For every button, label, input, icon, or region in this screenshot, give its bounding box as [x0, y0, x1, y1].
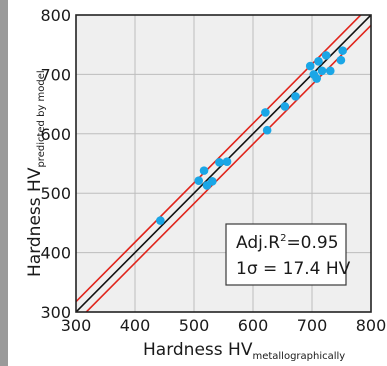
data-point-5: [215, 158, 224, 167]
stats-box: Adj.R2=0.95 1σ = 17.4 HV: [225, 223, 351, 286]
data-point-4: [207, 177, 217, 186]
data-point-0: [156, 216, 165, 225]
y-tick-label-4: 700: [40, 65, 71, 84]
stats-r2-prefix: Adj.R: [236, 233, 280, 253]
data-point-1: [194, 176, 204, 186]
data-point-11: [305, 61, 315, 71]
data-point-13: [312, 74, 322, 83]
stats-line-sigma: 1σ = 17.4 HV: [236, 259, 351, 279]
x-tick-label-5: 800: [356, 316, 387, 335]
y-tick-label-0: 300: [40, 303, 71, 322]
y-tick-label-3: 600: [40, 125, 71, 144]
y-axis-title: Hardness HVpredicted by model: [25, 70, 47, 277]
data-point-19: [338, 46, 347, 55]
data-point-14: [314, 57, 323, 66]
data-point-8: [262, 125, 272, 135]
stats-line-r2: Adj.R2=0.95: [236, 233, 339, 253]
stats-box-frame: [225, 223, 347, 286]
data-point-9: [280, 102, 290, 111]
plot-frame: [75, 14, 372, 313]
lower-band-line: [85, 24, 371, 312]
data-point-10: [291, 92, 300, 101]
x-tick-label-0: 300: [61, 316, 92, 335]
data-point-18: [336, 55, 346, 65]
data-points: [156, 46, 347, 225]
data-point-6: [222, 157, 232, 167]
x-axis-title-main: Hardness HV: [143, 340, 253, 360]
data-point-7: [261, 108, 270, 117]
y-axis-title-main: Hardness HV: [25, 167, 45, 277]
data-point-15: [317, 66, 327, 76]
y-tick-label-5: 800: [40, 6, 71, 25]
y-tick-label-1: 400: [40, 244, 71, 263]
data-point-16: [321, 51, 331, 60]
stats-r2-value: =0.95: [286, 233, 338, 253]
side-strip: [0, 0, 8, 366]
stats-r2-superscript: 2: [280, 233, 286, 244]
tick-labels: 300 400 500 600 700 800 300 400 500 600 700 800: [40, 6, 386, 335]
x-tick-label-2: 500: [179, 316, 210, 335]
x-tick-label-1: 400: [120, 316, 151, 335]
x-tick-label-3: 600: [238, 316, 269, 335]
x-axis-title-subscript: metallographically: [252, 351, 345, 362]
upper-band-line: [76, 15, 362, 303]
x-tick-label-4: 700: [297, 316, 328, 335]
y-axis-title-subscript: predicted by model: [36, 70, 47, 167]
data-point-17: [325, 66, 335, 76]
y-tick-label-2: 500: [40, 184, 71, 203]
x-axis-title: Hardness HVmetallographically: [143, 340, 345, 362]
data-point-2: [199, 166, 209, 175]
